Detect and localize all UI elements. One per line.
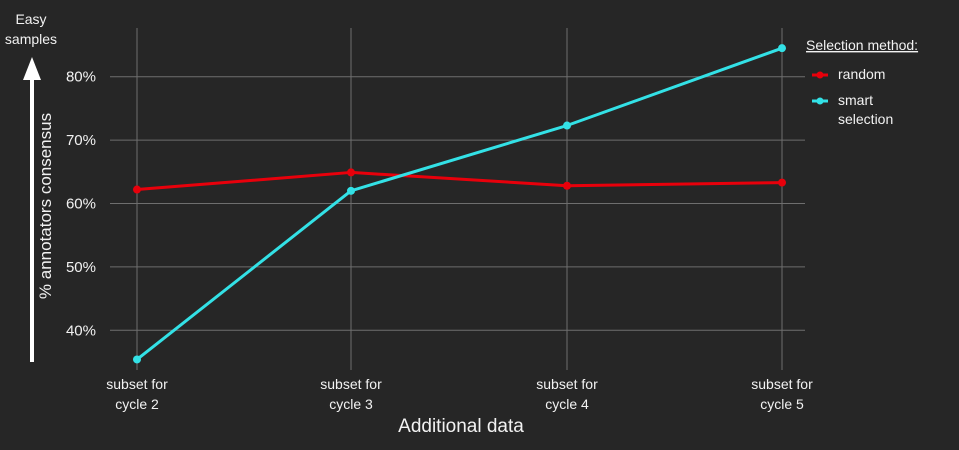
x-tick-label: subset for (106, 376, 168, 392)
series-line-smart-selection (136, 46, 783, 361)
data-point-random (347, 168, 355, 177)
legend-label: smart (838, 92, 873, 108)
y-axis-title: % annotators consensus (36, 113, 55, 299)
y-tick-label: 80% (66, 69, 96, 86)
data-point-random (133, 185, 141, 194)
x-axis-title: Additional data (398, 416, 524, 437)
data-point-smart-selection (563, 121, 571, 130)
x-tick-label: cycle 4 (545, 396, 589, 412)
legend-label: selection (838, 111, 893, 127)
x-tick-label: subset for (320, 376, 382, 392)
x-tick-label: cycle 5 (760, 396, 804, 412)
series-line-random (136, 170, 783, 192)
legend-title: Selection method: (806, 37, 918, 53)
y-tick-label: 50% (66, 259, 96, 276)
x-tick-label: cycle 2 (115, 396, 159, 412)
x-tick-label: subset for (751, 376, 813, 392)
data-point-smart-selection (347, 186, 355, 195)
easy-samples-annotation: samples (5, 31, 57, 47)
legend-marker-smart-selection (816, 97, 824, 105)
data-point-smart-selection (133, 355, 141, 364)
legend-marker-random (816, 71, 824, 79)
y-tick-label: 60% (66, 196, 96, 213)
y-tick-label: 70% (66, 132, 96, 149)
easy-samples-annotation: Easy (15, 11, 46, 27)
x-tick-label: cycle 3 (329, 396, 373, 412)
y-tick-label: 40% (66, 322, 96, 339)
legend-label: random (838, 66, 885, 82)
data-point-smart-selection (778, 44, 786, 53)
data-point-random (778, 178, 786, 187)
x-tick-label: subset for (536, 376, 598, 392)
arrow-up-icon (23, 57, 41, 80)
data-point-random (563, 181, 571, 190)
